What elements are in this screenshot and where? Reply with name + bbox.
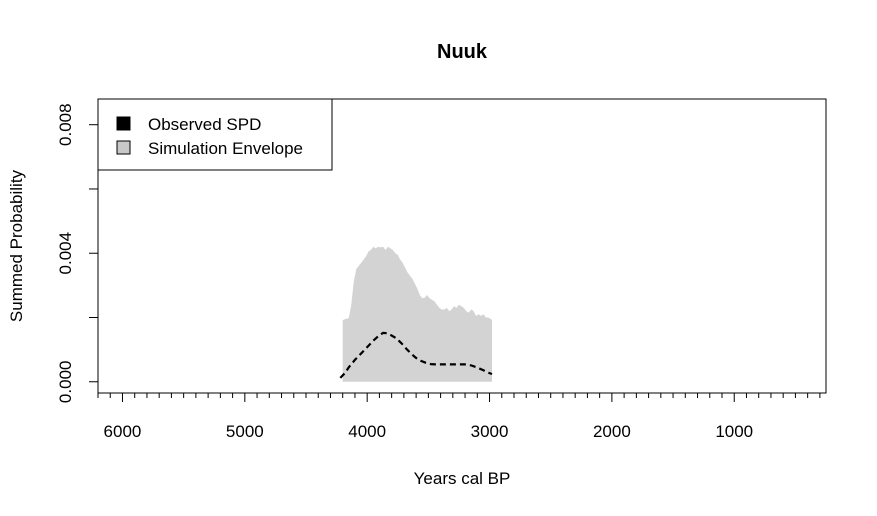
legend-label-observed-spd: Observed SPD	[148, 115, 261, 134]
legend-swatch-observed-spd	[116, 116, 131, 131]
simulation-envelope-area	[342, 246, 492, 382]
x-axis-label: Years cal BP	[414, 469, 511, 488]
y-tick-label: 0.008	[56, 103, 75, 146]
legend-label-simulation-envelope: Simulation Envelope	[148, 139, 303, 158]
x-tick-label: 5000	[226, 422, 264, 441]
legend-box	[97, 98, 333, 171]
plot-area	[339, 246, 493, 382]
axes: 6000 5000 4000 3000 2000 1000 0.000 0.004 0.008	[56, 103, 821, 441]
x-tick-label: 3000	[471, 422, 509, 441]
x-tick-label: 4000	[348, 422, 386, 441]
x-tick-label: 2000	[593, 422, 631, 441]
legend-swatch-simulation-envelope	[116, 140, 131, 155]
y-tick-label: 0.000	[56, 361, 75, 404]
x-tick-label: 1000	[715, 422, 753, 441]
y-tick-label: 0.004	[56, 232, 75, 275]
observed-spd-line	[339, 331, 493, 379]
y-axis-label: Summed Probability	[7, 169, 26, 322]
legend: Observed SPD Simulation Envelope	[97, 98, 333, 171]
x-tick-label: 6000	[104, 422, 142, 441]
plot-frame	[97, 98, 827, 394]
chart-title: Nuuk	[437, 41, 488, 63]
